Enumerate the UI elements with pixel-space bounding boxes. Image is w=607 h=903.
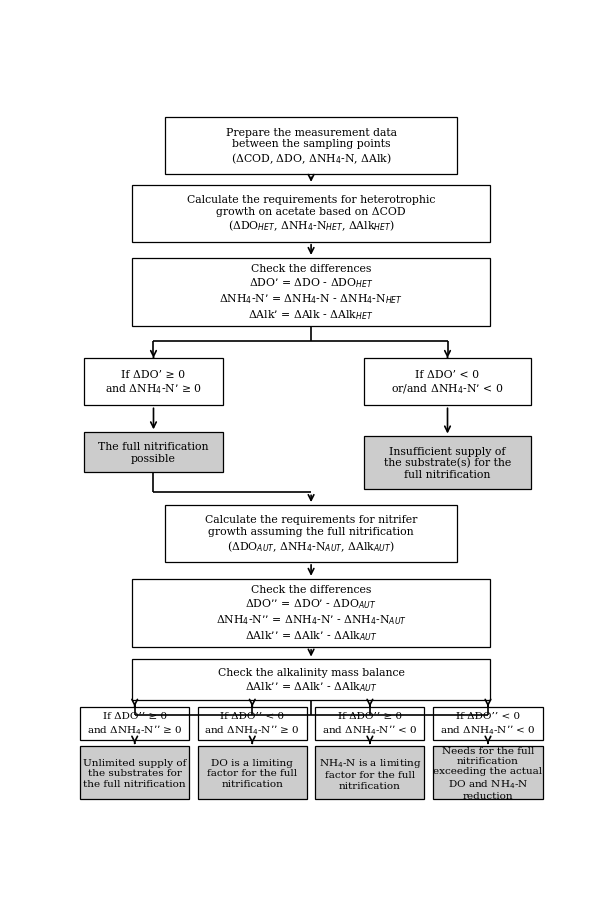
Text: Unlimited supply of
the substrates for
the full nitrification: Unlimited supply of the substrates for t… bbox=[83, 759, 186, 788]
Bar bbox=[364, 437, 531, 489]
Text: If ΔDO’’ < 0
and ΔNH$_4$-N’’ < 0: If ΔDO’’ < 0 and ΔNH$_4$-N’’ < 0 bbox=[440, 712, 536, 736]
Text: Calculate the requirements for heterotrophic
growth on acetate based on ΔCOD
(ΔD: Calculate the requirements for heterotro… bbox=[187, 195, 435, 233]
Bar bbox=[433, 747, 543, 799]
Text: Needs for the full
nitrification
exceeding the actual
DO and NH$_4$-N
reduction: Needs for the full nitrification exceedi… bbox=[433, 746, 543, 800]
Text: If ΔDO’’ ≥ 0
and ΔNH$_4$-N’’ < 0: If ΔDO’’ ≥ 0 and ΔNH$_4$-N’’ < 0 bbox=[322, 712, 418, 736]
Bar bbox=[80, 747, 189, 799]
Bar bbox=[80, 707, 189, 740]
Text: Check the differences
ΔDO’ = ΔDO - ΔDO$_{HET}$
ΔNH$_4$-N’ = ΔNH$_4$-N - ΔNH$_4$-: Check the differences ΔDO’ = ΔDO - ΔDO$_… bbox=[219, 264, 403, 321]
Text: Insufficient supply of
the substrate(s) for the
full nitrification: Insufficient supply of the substrate(s) … bbox=[384, 446, 511, 479]
Bar bbox=[198, 707, 307, 740]
Bar bbox=[132, 579, 490, 647]
Text: Check the differences
ΔDO’’ = ΔDO’ - ΔDO$_{AUT}$
ΔNH$_4$-N’’ = ΔNH$_4$-N’ - ΔNH$: Check the differences ΔDO’’ = ΔDO’ - ΔDO… bbox=[215, 584, 407, 642]
Text: Check the alkalinity mass balance
ΔAlk’’ = ΔAlk’ - ΔAlk$_{AUT}$: Check the alkalinity mass balance ΔAlk’’… bbox=[218, 667, 404, 693]
Bar bbox=[84, 358, 223, 406]
Bar bbox=[165, 118, 457, 175]
Bar bbox=[315, 707, 424, 740]
Bar bbox=[315, 747, 424, 799]
Bar bbox=[84, 433, 223, 472]
Bar bbox=[433, 707, 543, 740]
Text: DO is a limiting
factor for the full
nitrification: DO is a limiting factor for the full nit… bbox=[207, 759, 297, 788]
Bar bbox=[364, 358, 531, 406]
Bar bbox=[132, 258, 490, 327]
Text: If ΔDO’’ < 0
and ΔNH$_4$-N’’ ≥ 0: If ΔDO’’ < 0 and ΔNH$_4$-N’’ ≥ 0 bbox=[205, 712, 300, 736]
Text: If ΔDO’ ≥ 0
and ΔNH$_4$-N’ ≥ 0: If ΔDO’ ≥ 0 and ΔNH$_4$-N’ ≥ 0 bbox=[105, 369, 202, 396]
Bar bbox=[165, 506, 457, 563]
Bar bbox=[198, 747, 307, 799]
Bar bbox=[132, 185, 490, 243]
Text: If ΔDO’’ ≥ 0
and ΔNH$_4$-N’’ ≥ 0: If ΔDO’’ ≥ 0 and ΔNH$_4$-N’’ ≥ 0 bbox=[87, 712, 183, 736]
Text: The full nitrification
possible: The full nitrification possible bbox=[98, 442, 209, 463]
Text: If ΔDO’ < 0
or/and ΔNH$_4$-N’ < 0: If ΔDO’ < 0 or/and ΔNH$_4$-N’ < 0 bbox=[392, 369, 504, 396]
Text: Prepare the measurement data
between the sampling points
(ΔCOD, ΔDO, ΔNH$_4$-N, : Prepare the measurement data between the… bbox=[226, 127, 396, 166]
Text: Calculate the requirements for nitrifer
growth assuming the full nitrification
(: Calculate the requirements for nitrifer … bbox=[205, 515, 417, 553]
Bar bbox=[132, 660, 490, 700]
Text: NH$_4$-N is a limiting
factor for the full
nitrification: NH$_4$-N is a limiting factor for the fu… bbox=[319, 756, 421, 790]
